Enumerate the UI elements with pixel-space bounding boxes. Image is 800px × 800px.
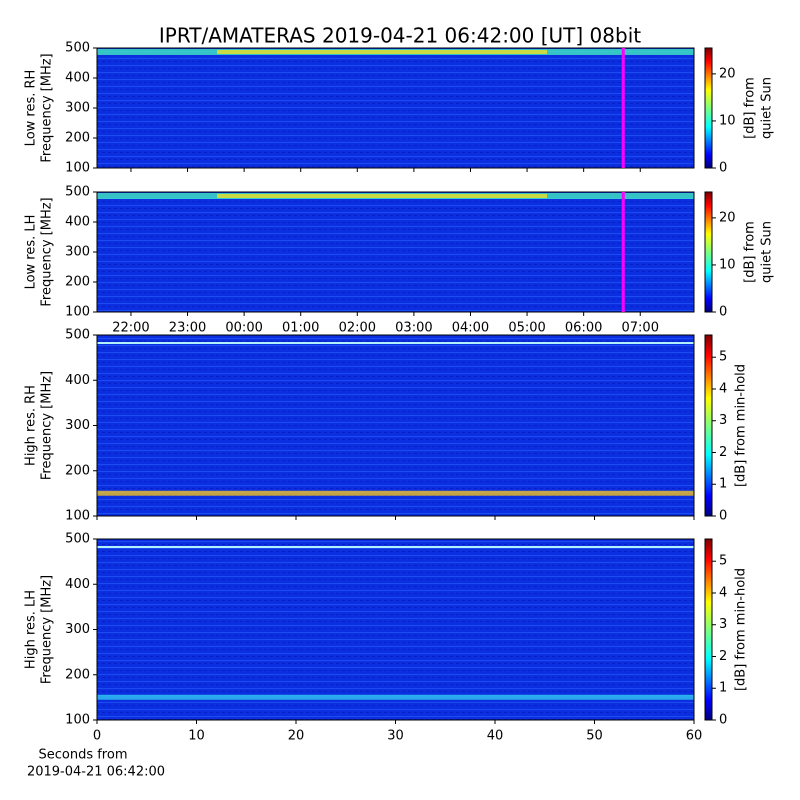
y-tick-label: 100: [65, 161, 90, 176]
y-axis-label: High res. LH: [24, 590, 39, 669]
colorbar-frame: [704, 47, 713, 169]
y-tick-label: 100: [65, 509, 90, 524]
colorbar-tick-label: 5: [719, 554, 727, 569]
y-axis-label: Low res. LH: [24, 215, 39, 290]
colorbar: [705, 48, 712, 168]
colorbar-label: quiet Sun: [760, 221, 775, 283]
x-tick-label: 40: [487, 729, 504, 744]
y-tick-label: 400: [65, 71, 90, 86]
colorbar-tick-label: 20: [719, 66, 736, 81]
x-axis-label: 2019-04-21 06:42:00: [27, 765, 165, 780]
x-tick-label: 06:00: [565, 321, 602, 336]
colorbar-tick-label: 5: [719, 350, 727, 365]
y-tick-label: 200: [65, 667, 90, 682]
colorbar-label: [dB] from: [743, 221, 758, 283]
y-axis-label: High res. RH: [24, 385, 39, 466]
spectrogram: [97, 192, 694, 312]
colorbar-tick-label: 0: [719, 713, 727, 728]
y-tick-label: 200: [65, 275, 90, 290]
colorbar-label: [dB] from min-hold: [734, 568, 749, 691]
x-tick-label: 30: [387, 729, 404, 744]
spectrogram: [97, 48, 694, 168]
colorbar-tick-label: 10: [719, 257, 736, 272]
y-tick-label: 300: [65, 622, 90, 637]
colorbar-tick-label: 20: [719, 210, 736, 225]
colorbar-frame: [704, 191, 713, 313]
x-tick-label: 02:00: [339, 321, 376, 336]
x-tick-label: 10: [188, 729, 205, 744]
colorbar: [705, 192, 712, 312]
y-axis-label: Frequency [MHz]: [40, 575, 55, 684]
colorbar-tick-label: 0: [719, 305, 727, 320]
colorbar-tick-label: 0: [719, 509, 727, 524]
y-tick-label: 400: [65, 215, 90, 230]
spectrogram: [97, 539, 694, 720]
y-tick-label: 100: [65, 713, 90, 728]
y-tick-label: 400: [65, 577, 90, 592]
x-tick-label: 07:00: [622, 321, 659, 336]
y-tick-label: 500: [65, 41, 90, 56]
colorbar-tick-label: 1: [719, 477, 727, 492]
colorbar-tick-label: 3: [719, 413, 727, 428]
x-tick-label: 50: [586, 729, 603, 744]
y-tick-label: 500: [65, 532, 90, 547]
spectrogram-band: [97, 342, 694, 344]
x-axis-label: Seconds from: [38, 748, 127, 763]
x-tick-label: 20: [288, 729, 305, 744]
chart-title: IPRT/AMATERAS 2019-04-21 06:42:00 [UT] 0…: [159, 24, 641, 48]
colorbar-tick-label: 3: [719, 617, 727, 632]
x-tick-label: 05:00: [508, 321, 545, 336]
spectrogram-band: [97, 694, 694, 700]
colorbar-tick-label: 4: [719, 585, 727, 600]
x-tick-label: 60: [686, 729, 703, 744]
colorbar-tick-label: 2: [719, 445, 727, 460]
x-tick-label: 01:00: [282, 321, 319, 336]
spectrogram-band: [217, 50, 547, 54]
y-tick-label: 400: [65, 373, 90, 388]
y-axis-label: Frequency [MHz]: [40, 53, 55, 162]
colorbar-frame: [704, 334, 713, 517]
y-tick-label: 200: [65, 463, 90, 478]
spectrogram-band: [97, 490, 694, 496]
colorbar: [705, 335, 712, 516]
spectrogram: [97, 335, 694, 516]
y-axis-label: Frequency [MHz]: [40, 371, 55, 480]
colorbar-label: quiet Sun: [760, 77, 775, 139]
y-tick-label: 200: [65, 131, 90, 146]
colorbar-frame: [704, 538, 713, 721]
y-tick-label: 300: [65, 418, 90, 433]
x-tick-label: 03:00: [395, 321, 432, 336]
colorbar-tick-label: 10: [719, 113, 736, 128]
colorbar-tick-label: 2: [719, 649, 727, 664]
y-axis-label: Frequency [MHz]: [40, 197, 55, 306]
colorbar-tick-label: 0: [719, 161, 727, 176]
x-tick-label: 23:00: [169, 321, 206, 336]
y-tick-label: 500: [65, 328, 90, 343]
x-tick-label: 00:00: [225, 321, 262, 336]
y-axis-label: Low res. RH: [24, 70, 39, 147]
x-tick-label: 04:00: [452, 321, 489, 336]
colorbar-label: [dB] from min-hold: [734, 364, 749, 487]
colorbar-tick-label: 1: [719, 681, 727, 696]
y-tick-label: 300: [65, 245, 90, 260]
y-tick-label: 300: [65, 101, 90, 116]
y-tick-label: 100: [65, 305, 90, 320]
spectrogram-band: [217, 194, 547, 198]
x-tick-label: 22:00: [112, 321, 149, 336]
colorbar-label: [dB] from: [743, 77, 758, 139]
y-tick-label: 500: [65, 185, 90, 200]
colorbar-tick-label: 4: [719, 381, 727, 396]
colorbar: [705, 539, 712, 720]
spectrogram-band: [97, 546, 694, 548]
x-tick-label: 0: [93, 729, 101, 744]
